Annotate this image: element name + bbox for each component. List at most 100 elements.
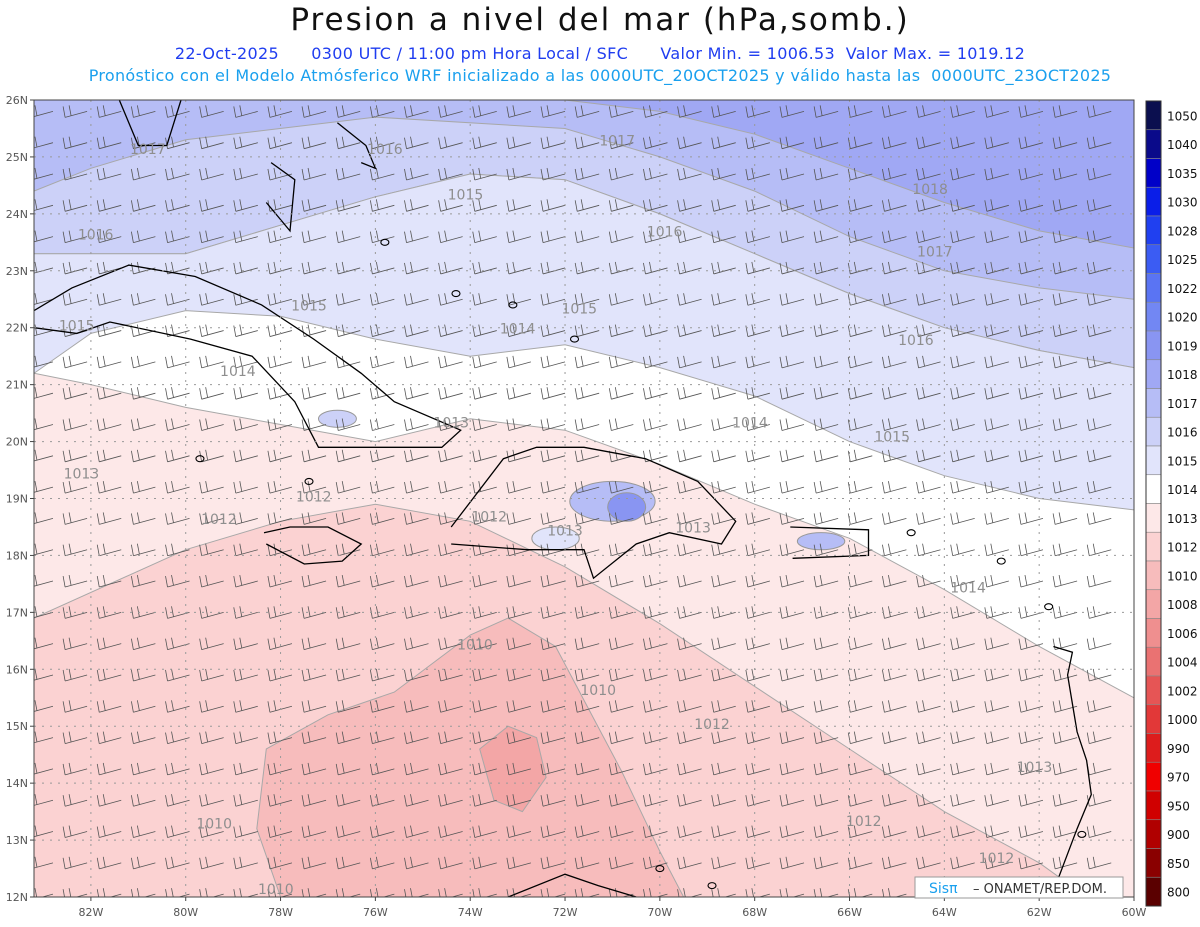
wind-barb (506, 512, 532, 525)
wind-barb (34, 387, 54, 399)
color-scale-label: 1019 (1167, 339, 1198, 353)
wind-barb (404, 543, 429, 557)
wind-barb (608, 543, 634, 557)
wind-barb (301, 606, 327, 619)
wind-barb (847, 324, 873, 337)
wind-barb (1086, 199, 1112, 212)
wind-barb (1052, 387, 1078, 400)
island-coastline (906, 529, 916, 537)
wind-barb (472, 794, 497, 807)
wind-barb (199, 449, 224, 463)
wind-barb (711, 637, 736, 651)
wind-barb (62, 355, 88, 369)
wind-barb (199, 700, 224, 713)
credit-brand: Sisπ (929, 881, 958, 897)
wind-barb (950, 387, 975, 400)
wind-barb (1018, 387, 1044, 400)
wind-barb (813, 324, 839, 337)
wind-barb (369, 355, 395, 369)
wind-barb (882, 794, 907, 807)
wind-barb (916, 606, 941, 619)
wind-barb (540, 606, 566, 619)
wind-barb (369, 449, 395, 463)
wind-barb (199, 261, 224, 275)
wind-barb (1018, 355, 1044, 369)
wind-barb (301, 418, 327, 431)
wind-barb (779, 324, 805, 337)
wind-barb (369, 762, 395, 776)
wind-barb (165, 449, 190, 463)
date-text: 22-Oct-2025 (174, 44, 279, 63)
wind-barb (608, 668, 634, 682)
lat-label: 18N (6, 549, 28, 562)
wind-barb (950, 481, 975, 494)
wind-barb (540, 668, 566, 682)
wind-barb (506, 387, 532, 400)
wind-barb (438, 794, 463, 807)
wind-barb (1086, 167, 1112, 181)
wind-barb (847, 105, 873, 118)
wind-barb (779, 293, 805, 306)
lat-label: 14N (6, 777, 28, 790)
wind-barb (96, 418, 122, 431)
andros-coastline (265, 162, 296, 233)
wind-barb (643, 762, 668, 776)
wind-barb (1018, 762, 1044, 776)
wind-barb (711, 230, 736, 244)
wind-barb (608, 794, 634, 807)
isobar-label: 1017 (599, 134, 635, 150)
wind-barb (711, 731, 736, 744)
isobar-label: 1013 (547, 524, 583, 540)
wind-barb (1086, 261, 1112, 275)
color-scale-swatch (1145, 186, 1162, 217)
wind-barb (199, 167, 224, 181)
lon-label: 72W (553, 906, 578, 919)
wind-barb (677, 794, 702, 807)
isobar-label: 1015 (448, 188, 484, 204)
credit-box: Sisπ – ONAMET/REP.DOM. (914, 876, 1124, 899)
wind-barb (233, 136, 258, 150)
wind-barb (472, 637, 497, 651)
wind-barb (916, 543, 941, 557)
wind-barb (1018, 794, 1044, 807)
wind-barb (369, 700, 395, 713)
wind-barb (335, 261, 361, 275)
wind-barb (540, 324, 566, 337)
wind-barb (335, 543, 361, 557)
wind-barb (984, 762, 1009, 776)
wind-barb (472, 387, 497, 400)
wind-barb (916, 418, 941, 431)
wind-barb (643, 512, 668, 525)
wind-barb (233, 543, 258, 557)
wind-barb (199, 856, 224, 870)
wind-barb (267, 637, 293, 651)
wind-barb (267, 449, 293, 463)
color-scale-label: 850 (1167, 857, 1190, 871)
wind-barb (1086, 700, 1112, 713)
wind-barb (233, 574, 258, 588)
wind-barb (608, 199, 634, 212)
wind-barb (950, 293, 975, 306)
wind-barb (165, 418, 190, 431)
wind-barb (506, 637, 532, 651)
lon-label: 62W (1027, 906, 1052, 919)
wind-barb (130, 512, 156, 525)
wind-barb (165, 574, 190, 588)
wind-barb (472, 574, 497, 588)
color-scale-swatch (1145, 761, 1162, 792)
wind-barb (643, 230, 668, 244)
wind-barb (677, 668, 702, 682)
wind-barb (404, 731, 429, 744)
wind-barb (199, 637, 224, 651)
wind-barb (62, 481, 88, 494)
wind-barb (950, 543, 975, 557)
wind-barb (950, 167, 975, 181)
wind-barb (882, 856, 907, 870)
isobar-label: 1012 (471, 509, 507, 525)
wind-barb (96, 794, 122, 807)
wind-barb (130, 762, 156, 776)
wind-barb (404, 700, 429, 713)
color-scale-swatch (1145, 733, 1162, 763)
wind-barb (1052, 512, 1078, 525)
isobar-label: 1018 (912, 182, 948, 198)
